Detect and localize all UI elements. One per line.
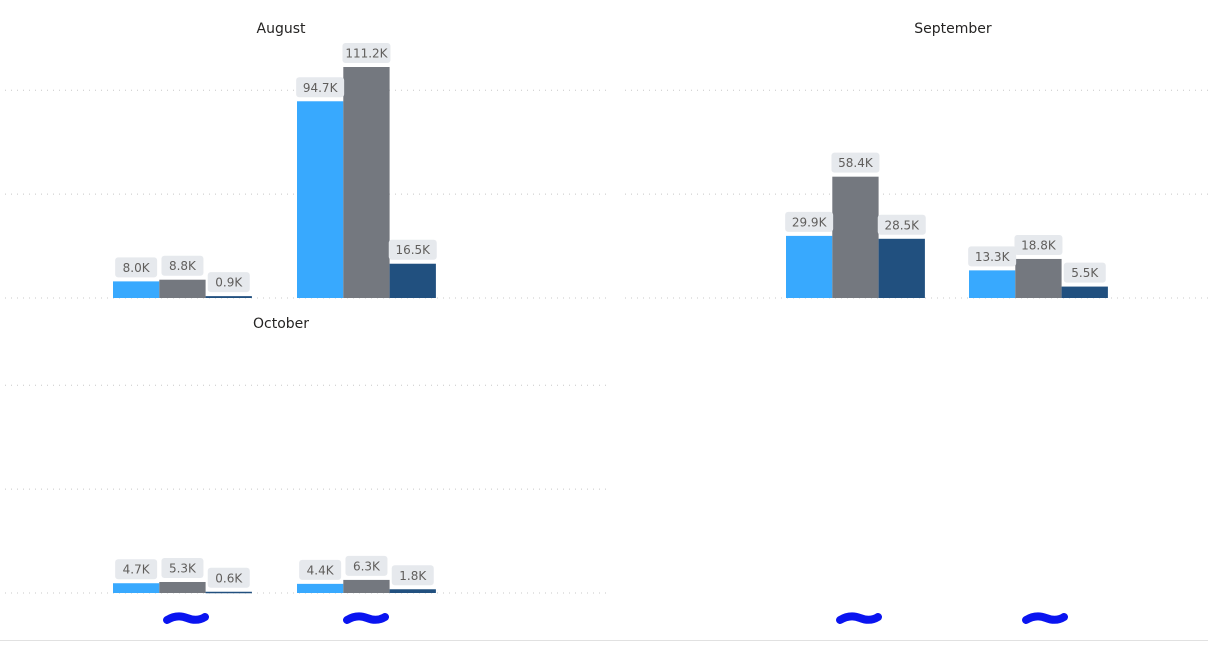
data-label: 58.4K: [838, 156, 874, 170]
data-label: 18.8K: [1021, 238, 1057, 252]
bar: [159, 581, 206, 593]
data-label: 5.5K: [1071, 266, 1099, 280]
data-label: 16.5K: [395, 243, 431, 257]
bar: [297, 583, 344, 593]
bar: [969, 270, 1016, 298]
bar: [389, 263, 436, 298]
data-label-box: [115, 257, 158, 278]
data-label: 4.7K: [123, 563, 151, 577]
data-label: 0.9K: [215, 276, 243, 290]
data-label-box: [831, 152, 880, 173]
data-label-box: [388, 239, 437, 260]
data-label: 1.8K: [399, 569, 427, 583]
data-label-box: [1063, 262, 1106, 283]
data-label-box: [785, 211, 834, 232]
redacted-category-label: [343, 612, 389, 624]
data-label: 94.7K: [303, 81, 339, 95]
bar: [205, 296, 252, 298]
data-label: 6.3K: [353, 559, 381, 573]
data-label-box: [161, 557, 204, 578]
data-label-box: [1014, 234, 1063, 255]
data-label-box: [299, 559, 342, 580]
bar: [297, 101, 344, 298]
data-label: 111.2K: [345, 47, 388, 61]
data-label-box: [391, 565, 434, 586]
bar: [343, 579, 390, 593]
data-label: 0.6K: [215, 571, 243, 585]
bar: [113, 583, 160, 593]
data-label-box: [345, 555, 388, 576]
data-label-box: [296, 77, 345, 98]
data-label-box: [342, 43, 391, 63]
bar: [113, 281, 160, 298]
bar: [1015, 258, 1062, 298]
data-label: 5.3K: [169, 561, 197, 575]
data-label: 4.4K: [307, 563, 335, 577]
data-label-box: [207, 272, 250, 293]
data-label: 8.0K: [123, 261, 151, 275]
bar: [832, 176, 879, 298]
bar: [159, 279, 206, 298]
data-label: 28.5K: [884, 218, 920, 232]
data-label-box: [968, 246, 1017, 267]
bar: [343, 67, 390, 298]
data-label: 13.3K: [975, 250, 1011, 264]
data-label-box: [207, 567, 250, 588]
data-label: 29.9K: [792, 215, 828, 229]
bar: [786, 235, 833, 298]
bar: [1061, 286, 1108, 298]
data-label-box: [877, 214, 926, 235]
panel-title: September: [914, 21, 992, 37]
data-label: 8.8K: [169, 259, 197, 273]
bar: [389, 589, 436, 593]
redacted-category-label: [163, 612, 209, 624]
data-label-box: [115, 559, 158, 580]
data-label-box: [161, 255, 204, 276]
bar: [205, 591, 252, 594]
bar: [878, 238, 925, 298]
redacted-category-label: [836, 612, 882, 624]
panel-title: October: [253, 316, 309, 332]
redacted-category-label: [1022, 612, 1068, 624]
panel-title: August: [257, 21, 307, 37]
